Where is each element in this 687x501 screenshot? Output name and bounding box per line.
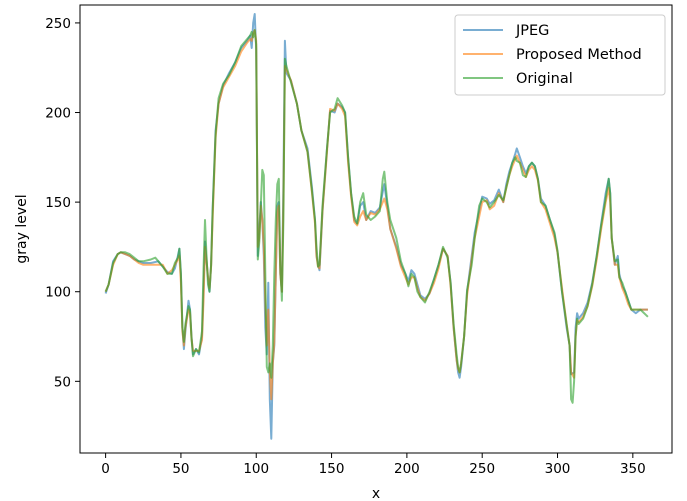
legend-label: JPEG [515,23,549,39]
x-tick-label: 100 [243,461,269,477]
legend-box [454,14,666,96]
x-tick-label: 0 [101,461,110,477]
x-tick-label: 300 [545,461,571,477]
y-tick-label: 150 [45,195,71,211]
x-tick-label: 250 [469,461,495,477]
legend-label: Proposed Method [516,47,642,63]
x-tick-label: 200 [394,461,420,477]
legend-label: Original [516,71,573,87]
y-axis-label: gray level [14,194,30,263]
legend: JPEG Proposed Method Original [454,14,666,96]
x-tick-label: 150 [319,461,345,477]
y-tick-label: 100 [45,285,71,301]
x-tick-label: 50 [172,461,189,477]
plot-lines [104,13,649,440]
y-tick-label: 200 [45,106,71,122]
series-line-original [104,29,649,404]
y-tick-label: 250 [45,16,71,32]
x-axis-label: x [372,486,380,501]
x-axis: 0 50 100 150 200 250 300 350 [101,453,646,477]
plot-frame [79,4,673,454]
y-tick-label: 50 [54,374,71,390]
x-tick-label: 350 [620,461,646,477]
y-axis: 50 100 150 200 250 [45,16,80,390]
